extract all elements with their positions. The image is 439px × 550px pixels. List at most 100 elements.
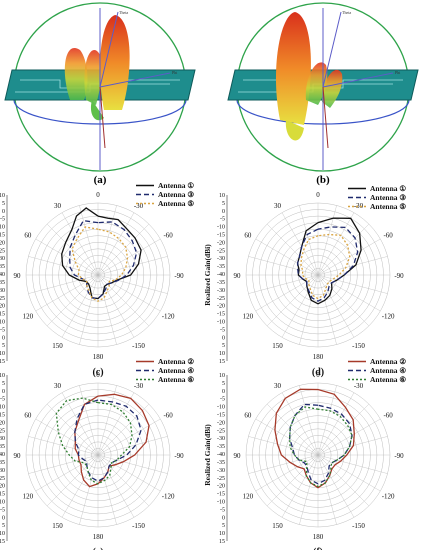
angle-tick-label: 30 (54, 202, 62, 210)
grid-spoke (97, 454, 150, 507)
panel-label: (f) (313, 547, 323, 550)
radial-tick-label: -35 (0, 264, 5, 270)
legend-label: Antenna ⑥ (370, 375, 406, 384)
radial-tick-label: 0 (2, 389, 5, 395)
series-line (61, 207, 142, 300)
radial-tick-label: 0 (2, 335, 5, 341)
radial-tick-label: -25 (0, 428, 5, 434)
grid-spoke (255, 454, 319, 492)
grid-spoke (248, 454, 319, 474)
angle-tick-label: 120 (243, 313, 254, 321)
radial-tick-label: -20 (217, 240, 225, 246)
radial-tick-label: -30 (217, 288, 225, 294)
angle-tick-label: -150 (132, 342, 145, 350)
radial-tick-label: -35 (217, 444, 225, 450)
angle-tick-label: 0 (96, 191, 100, 199)
radial-tick-label: -30 (217, 256, 225, 262)
radial-tick-label: 5 (2, 201, 5, 207)
grid-spoke (97, 274, 168, 294)
radial-tick-label: -30 (0, 436, 5, 442)
grid-spoke (317, 212, 355, 276)
angle-tick-label: -150 (352, 522, 365, 530)
grid-spoke (79, 274, 99, 345)
radial-tick-label: -20 (0, 484, 5, 490)
radial-tick-label: 5 (2, 343, 5, 349)
radial-tick-label: 10 (0, 531, 5, 537)
angle-tick-label: -30 (354, 202, 364, 210)
legend-label: Antenna ④ (158, 366, 194, 375)
radial-tick-label: -10 (217, 225, 225, 231)
angle-tick-label: 150 (52, 342, 63, 350)
grid-spoke (317, 454, 388, 474)
grid-spoke (255, 274, 319, 312)
radial-tick-label: 15 (0, 539, 5, 545)
radial-tick-label: -5 (220, 507, 225, 513)
angle-tick-label: -90 (174, 452, 184, 460)
angle-tick-label: -90 (174, 272, 184, 280)
grid-spoke (97, 238, 161, 276)
legend-label: Antenna ⑤ (158, 199, 194, 208)
angle-tick-label: 0 (316, 191, 320, 199)
grid-spoke (317, 274, 370, 327)
grid-spoke (281, 274, 319, 338)
panel-label: (e) (92, 547, 103, 550)
pattern-3d-b: Theta Phi (b) (227, 2, 419, 186)
series-line (296, 226, 359, 302)
angle-tick-label: -120 (162, 313, 175, 321)
radial-tick-label: -10 (217, 405, 225, 411)
pattern-3d-a: Theta Phi (a) (4, 2, 196, 186)
grid-spoke (266, 274, 319, 327)
angle-tick-label: -30 (354, 382, 364, 390)
grid-spoke (255, 418, 319, 456)
radial-tick-label: -35 (217, 460, 225, 466)
y-axis-label: Realized Gain(dBi) (203, 424, 212, 486)
radial-tick-label: -15 (0, 233, 5, 239)
angle-tick-label: -90 (394, 452, 404, 460)
angle-tick-label: 60 (24, 232, 32, 240)
grid-spoke (317, 274, 337, 345)
grid-spoke (46, 403, 99, 456)
grid-spoke (28, 436, 99, 456)
x-axis (322, 72, 394, 88)
grid-spoke (46, 454, 99, 507)
grid-spoke (281, 212, 319, 276)
series-line (289, 406, 353, 488)
angle-tick-label: 30 (274, 202, 282, 210)
legend-label: Antenna ③ (370, 193, 406, 202)
grid-spoke (317, 392, 355, 456)
grid-spoke (79, 205, 99, 276)
legend-label: Antenna ① (370, 184, 406, 193)
angle-tick-label: -120 (162, 493, 175, 501)
radial-tick-label: -40 (0, 272, 5, 278)
series-line (55, 397, 133, 485)
angle-tick-label: 180 (93, 533, 104, 541)
grid-spoke (97, 392, 135, 456)
grid-spoke (317, 454, 370, 507)
series-line (300, 233, 351, 300)
angle-tick-label: 0 (96, 371, 100, 379)
grid-spoke (317, 403, 370, 456)
radial-tick-label: 0 (222, 389, 225, 395)
radial-tick-label: -10 (217, 499, 225, 505)
main-lobe (99, 15, 130, 110)
grid-spoke (317, 454, 381, 492)
theta-axis-label: Theta (119, 10, 128, 15)
radial-tick-label: -20 (0, 420, 5, 426)
grid-spoke (317, 418, 381, 456)
angle-tick-label: 180 (313, 353, 324, 361)
radial-tick-label: -40 (0, 452, 5, 458)
grid-spoke (97, 385, 117, 456)
lower-lobe (90, 100, 104, 121)
angle-tick-label: 90 (14, 272, 22, 280)
grid-spoke (255, 238, 319, 276)
angle-tick-label: 180 (313, 533, 324, 541)
radial-tick-label: -15 (217, 492, 225, 498)
radial-tick-label: 10 (0, 373, 5, 379)
polar-chart-e: 0-30-60-90-120-1501801501209060301050-5-… (0, 357, 194, 550)
radial-tick-label: 5 (222, 523, 225, 529)
grid-spoke (266, 223, 319, 276)
angle-tick-label: -90 (394, 272, 404, 280)
legend-label: Antenna ② (370, 357, 406, 366)
angle-tick-label: 60 (24, 412, 32, 420)
